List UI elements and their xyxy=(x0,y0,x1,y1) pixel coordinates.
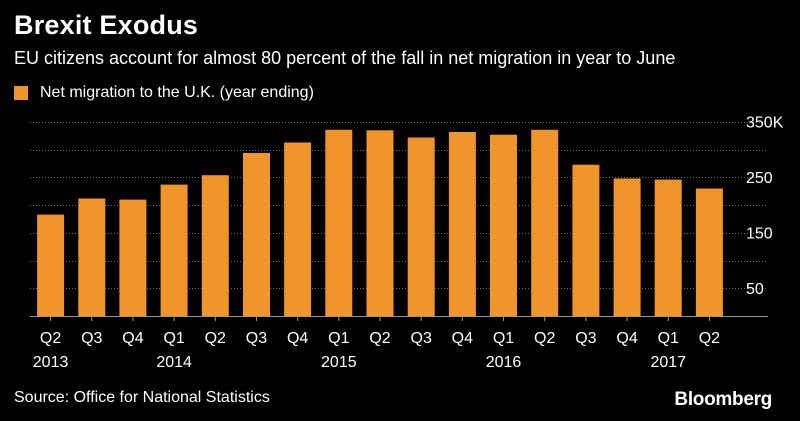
x-year-label: 2013 xyxy=(33,354,69,371)
x-tick-label: Q4 xyxy=(452,330,473,347)
x-tick-label: Q1 xyxy=(658,330,679,347)
x-year-label: 2014 xyxy=(156,354,192,371)
x-year-label: 2015 xyxy=(321,354,357,371)
x-tick-label: Q1 xyxy=(328,330,349,347)
bar xyxy=(78,198,106,316)
x-tick-label: Q3 xyxy=(81,330,102,347)
x-tick-label: Q3 xyxy=(575,330,596,347)
x-tick-label: Q3 xyxy=(246,330,267,347)
bar xyxy=(201,175,229,316)
bar xyxy=(695,188,723,316)
bar xyxy=(366,130,394,316)
y-tick-label: 150 xyxy=(746,225,773,242)
x-year-label: 2016 xyxy=(486,354,522,371)
legend-swatch xyxy=(14,86,28,100)
x-year-label: 2017 xyxy=(650,354,686,371)
legend: Net migration to the U.K. (year ending) xyxy=(14,83,314,103)
bar xyxy=(613,178,641,316)
x-tick-label: Q2 xyxy=(369,330,390,347)
bar xyxy=(37,214,65,316)
x-tick-label: Q2 xyxy=(205,330,226,347)
x-tick-label: Q4 xyxy=(122,330,143,347)
x-tick-label: Q3 xyxy=(411,330,432,347)
bar xyxy=(490,134,517,316)
x-tick-label: Q1 xyxy=(493,330,514,347)
bar xyxy=(572,164,600,316)
bar xyxy=(243,153,270,316)
x-tick-label: Q4 xyxy=(287,330,308,347)
bar xyxy=(407,137,435,316)
chart-title: Brexit Exodus xyxy=(14,10,199,40)
x-tick-label: Q2 xyxy=(40,330,61,347)
source-note: Source: Office for National Statistics xyxy=(14,389,270,406)
y-tick-label: 250 xyxy=(746,170,773,187)
y-tick-label: 350K xyxy=(746,115,784,132)
x-tick-label: Q4 xyxy=(616,330,637,347)
x-tick-label: Q2 xyxy=(534,330,555,347)
bar xyxy=(119,199,147,316)
y-tick-label: 50 xyxy=(746,281,764,298)
bar xyxy=(160,184,188,316)
bar xyxy=(654,179,682,316)
x-tick-label: Q2 xyxy=(699,330,720,347)
bar xyxy=(448,132,476,316)
bar xyxy=(531,129,559,316)
x-tick-label: Q1 xyxy=(163,330,184,347)
bloomberg-logo: Bloomberg xyxy=(674,389,772,410)
bar xyxy=(284,142,312,316)
chart-subtitle: EU citizens account for almost 80 percen… xyxy=(14,48,676,68)
legend-label: Net migration to the U.K. (year ending) xyxy=(40,84,314,101)
bar xyxy=(325,129,353,316)
